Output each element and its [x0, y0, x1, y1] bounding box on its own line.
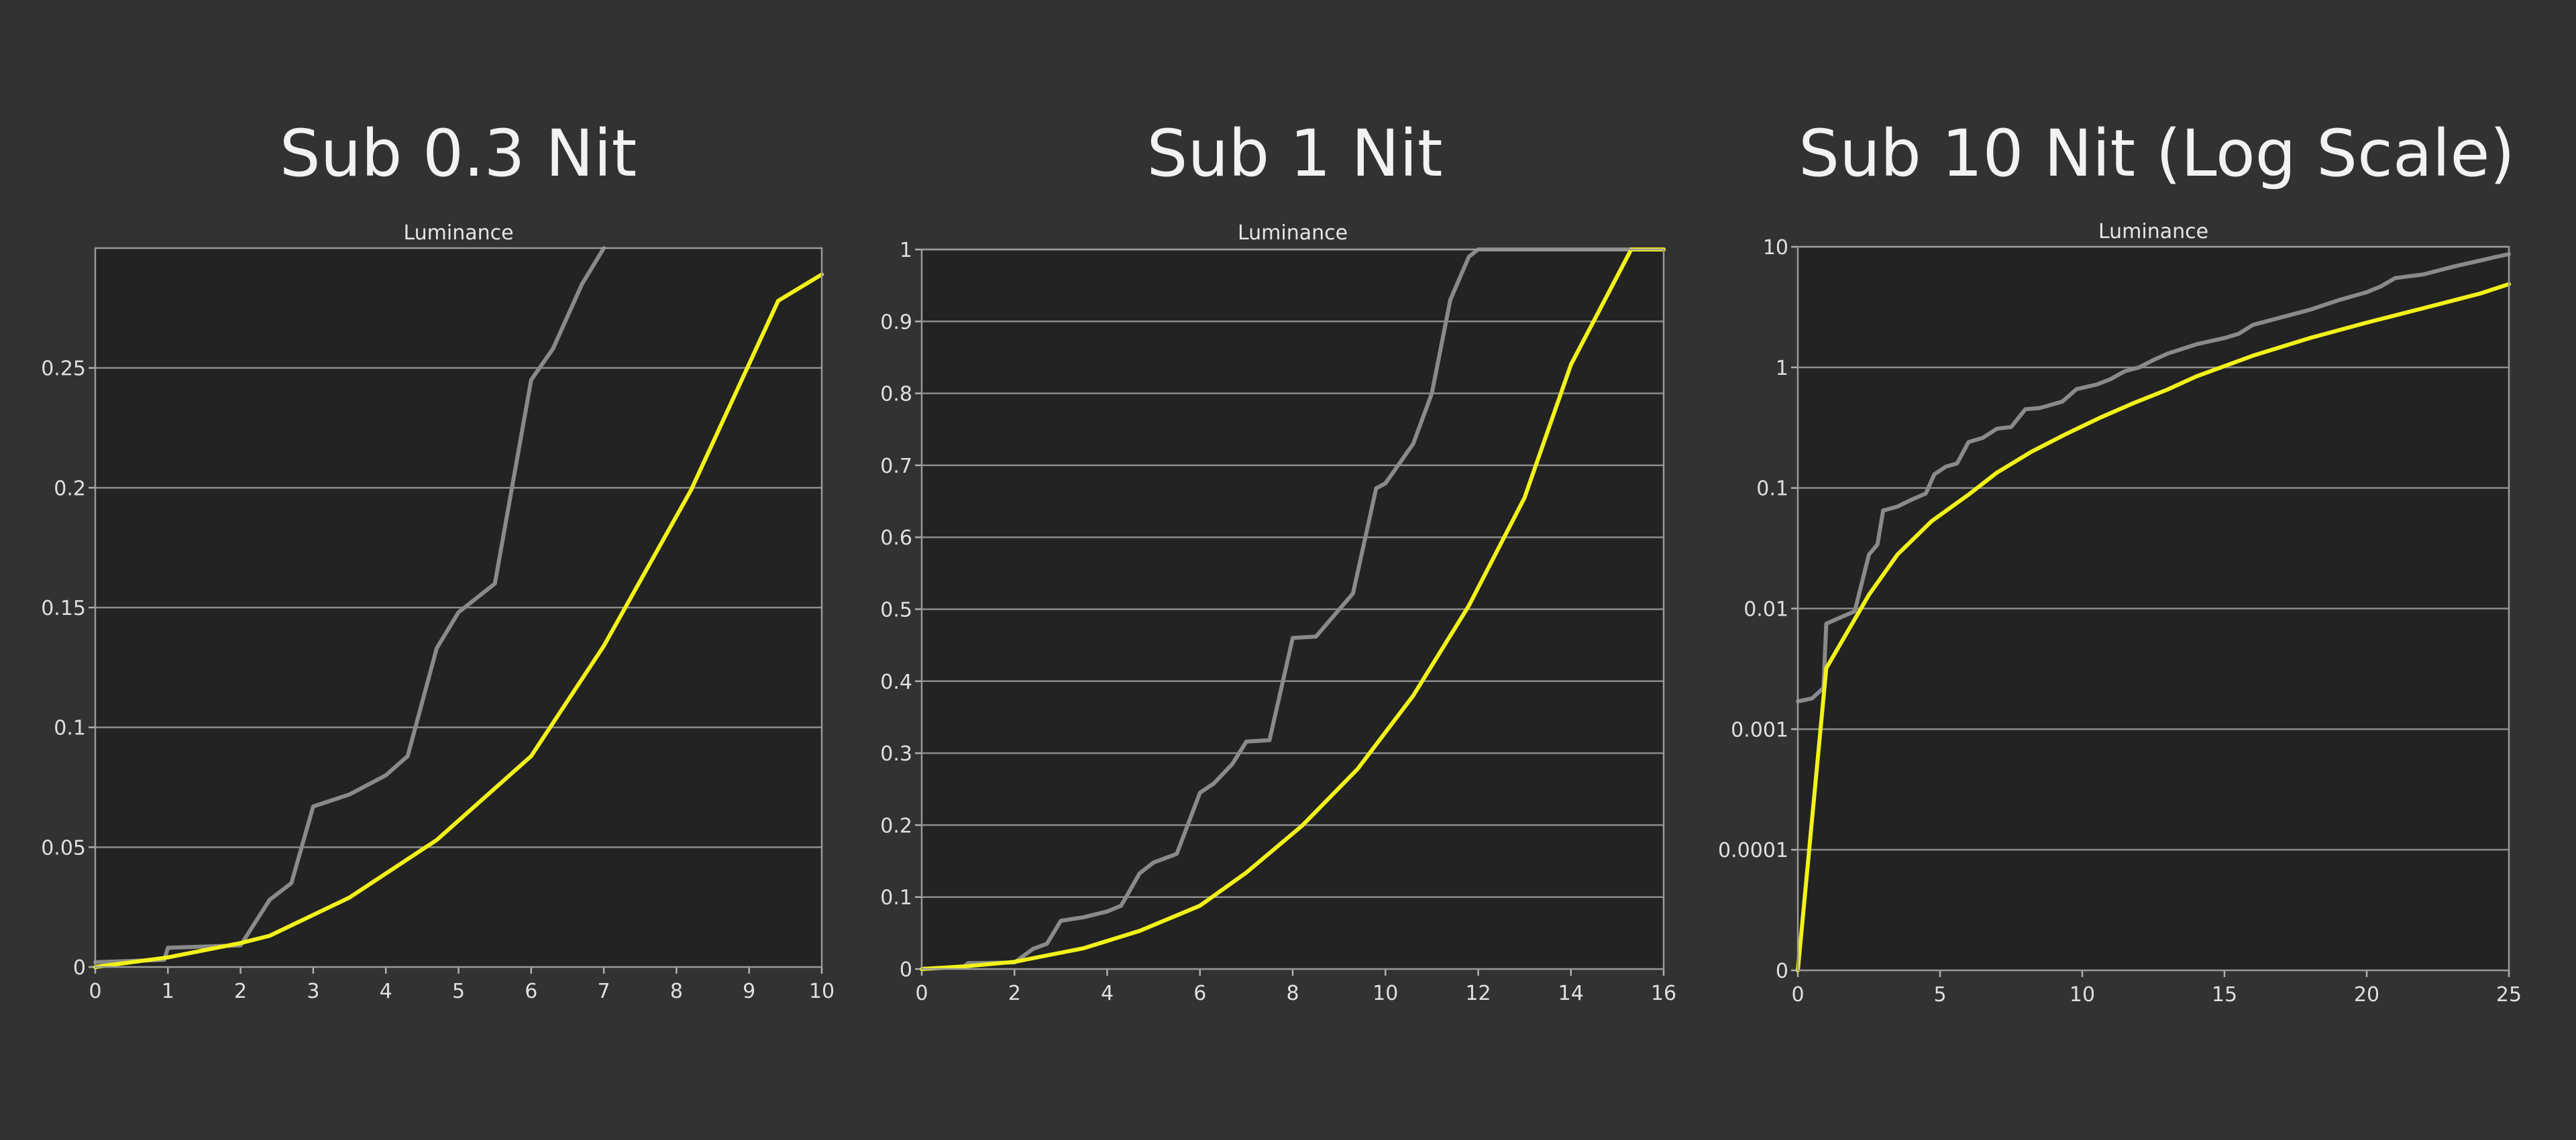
yellow-luminance-line [920, 247, 1666, 971]
x-tick-label: 0 [915, 982, 928, 1005]
x-tick-label: 10 [2070, 983, 2095, 1007]
y-tick-label: 0.25 [41, 357, 86, 381]
y-tick-label: 0 [900, 958, 912, 982]
x-tick-label: 9 [743, 980, 755, 1003]
y-tick-label: 0.2 [880, 814, 912, 838]
chart-title: Sub 10 Nit (Log Scale) [1799, 116, 2515, 191]
y-tick-label: 1 [1776, 357, 1788, 380]
y-tick-label: 0.9 [880, 310, 912, 334]
y-tick-label: 0.4 [880, 671, 912, 694]
x-tick-label: 10 [1373, 982, 1398, 1005]
y-tick-label: 0.15 [41, 597, 86, 620]
y-tick-label: 0 [1776, 960, 1788, 983]
y-tick-label: 0.5 [880, 599, 912, 622]
y-tick-label: 10 [1763, 236, 1788, 260]
x-tick-label: 7 [598, 980, 610, 1003]
plot-frame [1796, 245, 2510, 972]
x-tick-label: 0 [1791, 983, 1804, 1007]
x-tick-label: 2 [234, 980, 247, 1003]
chart-title: Sub 0.3 Nit [280, 116, 637, 191]
chart-subtitle: Luminance [403, 221, 513, 245]
x-tick-label: 20 [2354, 983, 2379, 1007]
chart-panel-sub-10-nit-log: Sub 10 Nit (Log Scale) Luminance 0 0.0001 0.… [1718, 116, 2522, 1007]
x-tick-label: 10 [809, 980, 835, 1003]
plot-frame [94, 247, 823, 968]
x-tick-label: 14 [1558, 982, 1584, 1005]
y-tick-label: 0.7 [880, 455, 912, 478]
x-tick-label: 6 [525, 980, 537, 1003]
chart-panel-sub-1-nit: Sub 1 Nit Luminance 0 0.1 0.2 0.3 0.4 0.5 0.6 0.7… [880, 116, 1676, 1005]
yellow-luminance-line [1796, 282, 2511, 972]
x-tick-label: 15 [2212, 983, 2237, 1007]
y-tick-label: 0.001 [1731, 718, 1788, 742]
x-tick-label: 8 [670, 980, 683, 1003]
x-tick-label: 4 [380, 980, 392, 1003]
plot-frame [920, 248, 1665, 970]
y-tick-label: 1 [900, 239, 912, 262]
gray-luminance-line [1796, 251, 2511, 703]
y-tick-label: 0.01 [1743, 598, 1788, 622]
x-tick-label: 3 [307, 980, 319, 1003]
y-tick-label: 0.2 [54, 477, 86, 500]
y-tick-label: 0.1 [54, 717, 86, 740]
y-tick-label: 0.1 [1756, 477, 1788, 501]
x-tick-label: 25 [2496, 983, 2522, 1007]
y-tick-label: 0 [73, 956, 86, 980]
x-tick-label: 0 [89, 980, 101, 1003]
y-tick-label: 0.0001 [1718, 839, 1788, 862]
x-tick-label: 12 [1465, 982, 1491, 1005]
y-tick-label: 0.1 [880, 887, 912, 910]
chart-panel-sub-0-3-nit: Sub 0.3 Nit Luminance 0 0.05 0.1 0.15 0.2 0.25 0… [41, 116, 835, 1003]
chart-subtitle: Luminance [2098, 220, 2208, 243]
x-tick-label: 8 [1286, 982, 1299, 1005]
x-tick-label: 2 [1008, 982, 1021, 1005]
chart-title: Sub 1 Nit [1147, 116, 1443, 191]
y-tick-label: 0.8 [880, 383, 912, 406]
x-tick-label: 16 [1651, 982, 1676, 1005]
gray-luminance-line [920, 247, 1666, 971]
yellow-luminance-line [93, 272, 824, 969]
y-tick-label: 0.05 [41, 836, 86, 860]
y-tick-label: 0.6 [880, 526, 912, 550]
x-tick-label: 6 [1193, 982, 1206, 1005]
y-tick-label: 0.3 [880, 742, 912, 766]
chart-subtitle: Luminance [1238, 221, 1348, 245]
x-tick-label: 5 [1933, 983, 1946, 1007]
x-tick-label: 4 [1101, 982, 1114, 1005]
x-tick-label: 5 [452, 980, 465, 1003]
x-tick-label: 1 [162, 980, 174, 1003]
